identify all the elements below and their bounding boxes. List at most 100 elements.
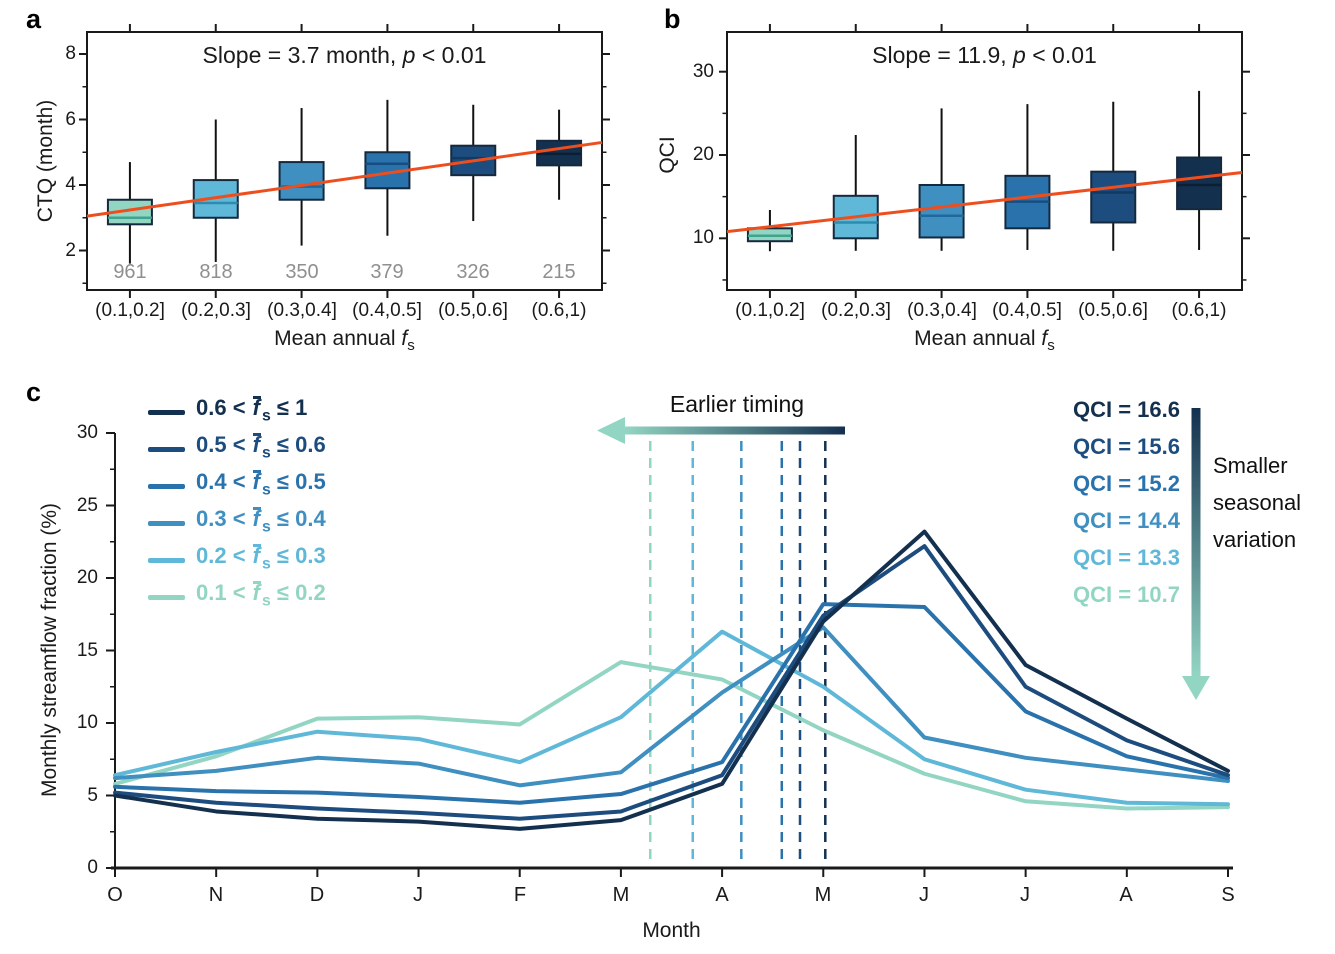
panel-a-category: (0.5,0.6] <box>438 300 508 321</box>
panel-a-category: (0.2,0.3] <box>181 300 251 321</box>
fsub-symbol: s <box>261 592 271 610</box>
panel-b-ytick-20: 20 <box>692 144 714 165</box>
legend-line-swatch <box>148 520 185 526</box>
fsub-symbol: s <box>261 518 271 536</box>
panel-b-ytick-10: 10 <box>692 227 714 249</box>
legend-text: ≤ 1 <box>270 394 308 420</box>
legend-text: ≤ 0.2 <box>270 579 326 605</box>
panel-a-label: a <box>26 4 42 34</box>
panel-a-ytick-4: 4 <box>65 174 76 195</box>
fbar-symbol: f <box>252 468 262 494</box>
box-(0.3,0.4] <box>278 161 325 201</box>
qci-label: QCI = 13.3 <box>1072 545 1180 570</box>
panel-c-ytick-5: 5 <box>87 784 98 806</box>
panel-b-category: (0.5,0.6] <box>1078 300 1148 321</box>
panel-a-count: 326 <box>456 261 490 283</box>
panel-b-xlabel: Mean annual fs <box>727 328 1242 357</box>
panel-b-title-post: < 0.01 <box>1025 42 1097 68</box>
month-label: N <box>208 884 224 906</box>
panel-c-ytick-25: 25 <box>76 494 98 516</box>
panel-b-category: (0.4,0.5] <box>992 300 1062 321</box>
panel-b-category: (0.6,1) <box>1171 300 1227 321</box>
panel-a-category: (0.3,0.4] <box>267 300 337 321</box>
legend-line-swatch <box>148 483 185 489</box>
panel-a-xlabel-sub: s <box>407 337 415 355</box>
earlier-timing-arrow-shaft <box>625 426 845 435</box>
panel-a-count: 961 <box>113 261 147 283</box>
panel-a-count: 818 <box>199 261 233 283</box>
panel-a-category: (0.6,1) <box>531 300 587 321</box>
panel-a-count: 215 <box>542 261 576 283</box>
panel-b-category: (0.2,0.3] <box>821 300 891 321</box>
series-line-0.1 <≤ 0.2 <box>113 660 1230 811</box>
panel-b-xlabel-pre: Mean annual <box>914 327 1042 350</box>
box-(0.3,0.4] <box>918 183 965 239</box>
qci-label: QCI = 15.6 <box>1072 434 1180 459</box>
panel-a-xlabel-pre: Mean annual <box>274 327 402 350</box>
panel-b-title-p: p <box>1013 42 1026 68</box>
series-line-0.3 <≤ 0.4 <box>113 625 1230 788</box>
seasonal-variation-arrow-shaft <box>1191 408 1201 676</box>
earlier-timing-arrowhead <box>597 417 625 444</box>
box-(0.4,0.5] <box>364 151 411 190</box>
panel-b-geometry <box>719 24 1250 298</box>
panel-a-title-p: p <box>402 42 416 68</box>
month-label: D <box>309 884 325 906</box>
legend-text: ≤ 0.4 <box>270 505 326 531</box>
smaller-line: variation <box>1213 527 1297 552</box>
fbar-symbol: f <box>252 394 262 420</box>
panel-a-title-post: < 0.01 <box>415 42 487 68</box>
month-label: J <box>413 884 423 906</box>
month-label: F <box>513 884 527 906</box>
panel-a-xlabel: Mean annual fs <box>87 328 602 357</box>
panel-b-ytick-30: 30 <box>692 60 714 82</box>
fsub-symbol: s <box>261 481 271 499</box>
panel-b-frame <box>726 31 1243 291</box>
series-line-0.5 <≤ 0.6 <box>113 544 1230 821</box>
panel-a-ytick-8: 8 <box>65 43 76 64</box>
fbar-symbol: f <box>252 542 262 568</box>
panel-c-geometry <box>106 408 1233 877</box>
fbar-symbol: f <box>252 431 262 457</box>
box-(0.5,0.6] <box>450 144 497 177</box>
panel-a-geometry <box>79 24 610 298</box>
legend-line-swatch <box>148 557 185 563</box>
smaller-line: Smaller <box>1213 453 1288 478</box>
fbar-symbol: f <box>252 579 262 605</box>
panel-a-category: (0.1,0.2] <box>95 300 165 321</box>
legend-line-swatch <box>148 409 185 415</box>
panel-b-category: (0.1,0.2] <box>735 300 805 321</box>
month-label: O <box>107 884 123 906</box>
legend-text: 0.1 < <box>196 579 252 605</box>
month-label: S <box>1221 884 1235 906</box>
box-(0.6,1) <box>1176 156 1223 211</box>
panel-a-category: (0.4,0.5] <box>352 300 422 321</box>
qci-label: QCI = 14.4 <box>1072 508 1180 533</box>
series-line-0.6 <≤ 1 <box>113 529 1230 831</box>
smaller-line: seasonal <box>1213 490 1302 515</box>
trend-line <box>86 140 603 218</box>
legend-text: 0.3 < <box>196 505 252 531</box>
panel-a-title-pre: Slope = 3.7 month, <box>202 42 403 68</box>
fsub-symbol: s <box>261 407 271 425</box>
month-label: J <box>919 884 929 906</box>
legend-text: ≤ 0.3 <box>270 542 326 568</box>
earlier-timing-label: Earlier timing <box>669 391 805 417</box>
legend-text: 0.2 < <box>196 542 252 568</box>
qci-label: QCI = 16.6 <box>1072 397 1180 422</box>
box-(0.5,0.6] <box>1090 170 1137 224</box>
panel-b-xlabel-sub: s <box>1047 337 1055 355</box>
fsub-symbol: s <box>261 555 271 573</box>
legend-line-swatch <box>148 594 185 600</box>
panel-a-count: 379 <box>370 261 404 283</box>
trend-line <box>726 171 1243 234</box>
panel-b-label: b <box>664 4 681 34</box>
qci-label: QCI = 10.7 <box>1072 582 1180 607</box>
